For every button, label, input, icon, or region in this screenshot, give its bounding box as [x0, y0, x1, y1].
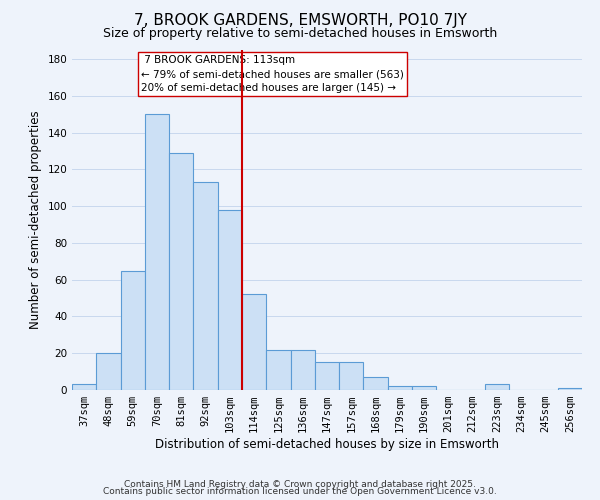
X-axis label: Distribution of semi-detached houses by size in Emsworth: Distribution of semi-detached houses by …	[155, 438, 499, 451]
Bar	[290, 350, 315, 390]
Bar	[266, 350, 290, 390]
Bar	[169, 153, 193, 390]
Bar	[96, 353, 121, 390]
Bar	[364, 377, 388, 390]
Bar	[218, 210, 242, 390]
Bar	[121, 270, 145, 390]
Y-axis label: Number of semi-detached properties: Number of semi-detached properties	[29, 110, 42, 330]
Bar	[315, 362, 339, 390]
Bar	[242, 294, 266, 390]
Bar	[145, 114, 169, 390]
Text: 7 BROOK GARDENS: 113sqm 
← 79% of semi-detached houses are smaller (563)
20% of : 7 BROOK GARDENS: 113sqm ← 79% of semi-de…	[141, 55, 404, 93]
Text: Contains public sector information licensed under the Open Government Licence v3: Contains public sector information licen…	[103, 488, 497, 496]
Bar	[388, 386, 412, 390]
Bar	[72, 384, 96, 390]
Text: Contains HM Land Registry data © Crown copyright and database right 2025.: Contains HM Land Registry data © Crown c…	[124, 480, 476, 489]
Bar	[558, 388, 582, 390]
Bar	[339, 362, 364, 390]
Text: 7, BROOK GARDENS, EMSWORTH, PO10 7JY: 7, BROOK GARDENS, EMSWORTH, PO10 7JY	[133, 12, 467, 28]
Bar	[193, 182, 218, 390]
Bar	[412, 386, 436, 390]
Text: Size of property relative to semi-detached houses in Emsworth: Size of property relative to semi-detach…	[103, 28, 497, 40]
Bar	[485, 384, 509, 390]
